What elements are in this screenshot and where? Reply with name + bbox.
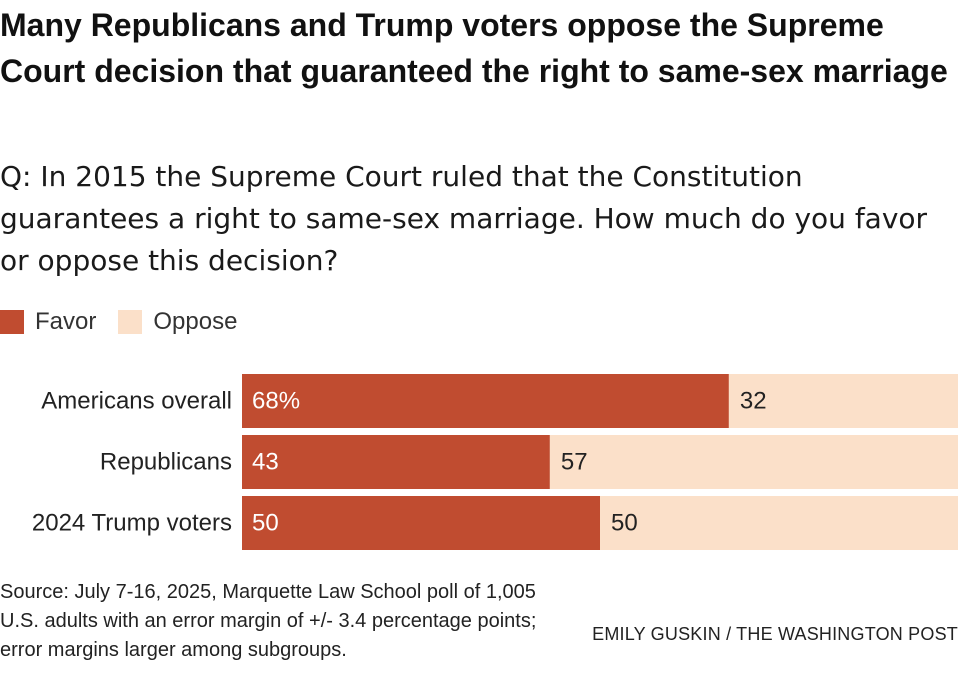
legend-swatch-oppose <box>118 310 143 334</box>
category-label-2024-trump-voters: 2024 Trump voters <box>32 510 232 537</box>
bar-favor-republicans <box>242 435 550 489</box>
data-label-favor-2024-trump-voters: 50 <box>252 510 279 537</box>
data-label-favor-americans-overall: 68% <box>252 388 300 415</box>
legend-item-oppose: Oppose <box>118 308 237 336</box>
data-label-oppose-2024-trump-voters: 50 <box>611 510 638 537</box>
category-label-americans-overall: Americans overall <box>41 388 232 415</box>
data-label-oppose-americans-overall: 32 <box>740 388 767 415</box>
data-label-oppose-republicans: 57 <box>561 449 588 476</box>
bar-oppose-2024-trump-voters <box>600 496 958 550</box>
legend-label-favor: Favor <box>35 308 97 335</box>
legend-label-oppose: Oppose <box>153 308 238 335</box>
bar-favor-americans-overall <box>242 374 729 428</box>
legend-item-favor: Favor <box>0 308 96 336</box>
data-label-favor-republicans: 43 <box>252 449 279 476</box>
category-label-republicans: Republicans <box>100 449 232 476</box>
legend-swatch-favor <box>0 310 24 334</box>
survey-question: Q: In 2015 the Supreme Court ruled that … <box>0 160 928 277</box>
stacked-bar-chart: Americans overall 68% 32 Republicans 43 57 202… <box>32 374 958 550</box>
legend: Favor Oppose <box>0 305 259 339</box>
credit-line: EMILY GUSKIN / THE WASHINGTON POST <box>592 624 958 644</box>
source-note: Source: July 7-16, 2025, Marquette Law S… <box>0 581 537 661</box>
bar-oppose-republicans <box>549 435 958 489</box>
bar-favor-2024-trump-voters <box>242 496 600 550</box>
bar-oppose-americans-overall <box>728 374 958 428</box>
chart-title: Many Republicans and Trump voters oppose… <box>0 7 948 89</box>
